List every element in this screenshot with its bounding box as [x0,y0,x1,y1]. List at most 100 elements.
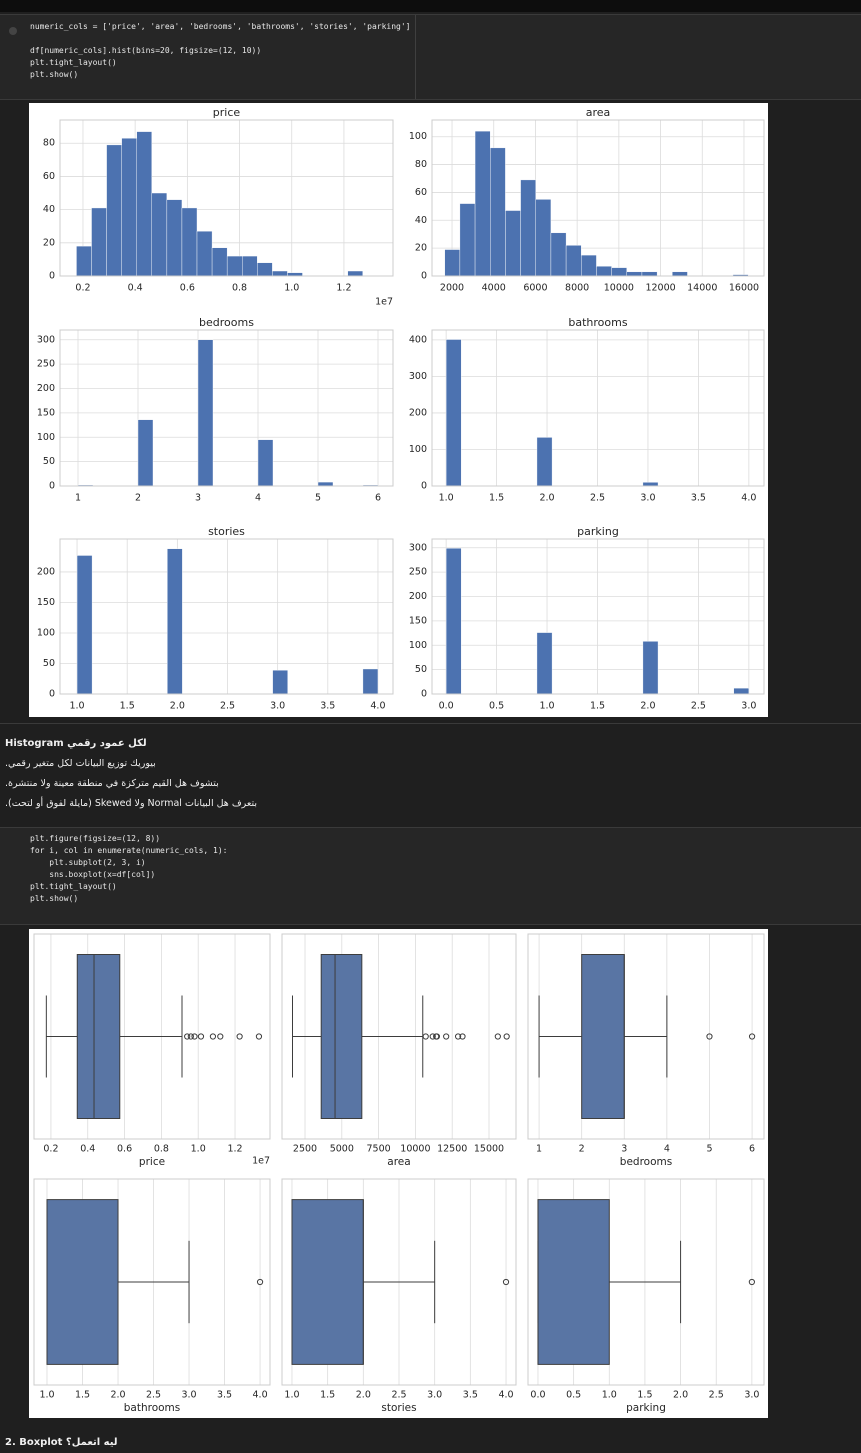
x-tick-label: 1.0 [439,493,454,504]
code-line: for i, col in enumerate(numeric_cols, 1)… [30,846,228,855]
bar [581,254,597,277]
x-tick-label: 12000 [645,283,675,294]
x-axis-label: stories [381,1402,416,1414]
x-tick-label: 1 [536,1144,542,1155]
x-tick-label: 0.4 [128,283,143,294]
subplot-title: area [586,106,611,119]
x-tick-label: 2.5 [709,1390,724,1401]
x-tick-label: 1.0 [191,1144,206,1155]
y-tick-label: 40 [43,204,55,215]
axes-frame [431,538,765,695]
x-tick-label: 0.2 [43,1144,58,1155]
outlier [494,1033,501,1040]
x-tick-label: 2.0 [673,1390,688,1401]
axes-frame [281,933,517,1140]
y-tick-label: 100 [409,131,427,142]
x-tick-label: 3.5 [463,1390,478,1401]
y-tick-label: 150 [37,407,55,418]
outlier [184,1033,191,1040]
code-line: sns.boxplot(x=df[col]) [30,870,156,879]
y-tick-label: 100 [37,627,55,638]
code-line: df[numeric_cols].hist(bins=20, figsize=(… [30,46,262,55]
plot-area [432,539,764,694]
subplot-title: parking [577,525,619,538]
bar [445,548,462,695]
x-tick-label: 3.0 [640,493,655,504]
y-tick-label: 0 [421,689,427,700]
bar [444,249,461,277]
bar [76,555,93,695]
outlier [748,1278,755,1286]
box [291,1199,364,1365]
y-tick-label: 50 [415,664,427,675]
x-tick-label: 0.2 [75,283,90,294]
y-tick-label: 60 [415,187,427,198]
outlier [217,1033,224,1040]
x-tick-label: 6 [375,493,381,504]
code-line: plt.figure(figsize=(12, 8)) [30,834,161,843]
y-tick-label: 100 [409,444,427,455]
code-cell[interactable]: plt.figure(figsize=(12, 8)) for i, col in… [0,827,861,925]
bar [181,207,198,277]
outlier [197,1033,205,1040]
x-tick-label: 6 [749,1144,755,1155]
plot-area [432,330,764,486]
code-cell[interactable]: numeric_cols = ['price', 'area', 'bedroo… [0,14,861,100]
y-tick-label: 400 [409,334,427,345]
bar [596,266,612,277]
outlier [236,1033,243,1040]
y-tick-label: 50 [43,658,55,669]
markdown-line: بيوريك توزيع البيانات لكل متغير رقمي. [5,758,156,769]
y-tick-label: 300 [409,371,427,382]
x-tick-label: 3.5 [320,701,335,712]
bar [151,192,168,277]
x-tick-label: 15000 [474,1144,504,1155]
bar [611,267,627,277]
bar [121,138,137,277]
x-tick-label: 5 [315,493,321,504]
code: numeric_cols = ['price', 'area', 'bedroo… [30,21,411,81]
y-tick-label: 100 [37,432,55,443]
bar [445,339,462,487]
x-tick-label: 4000 [482,283,506,294]
run-icon[interactable] [9,27,17,35]
bar [459,203,476,277]
x-axis-label: parking [626,1402,666,1414]
box [46,1199,119,1365]
x-tick-label: 8000 [565,283,589,294]
y-tick-label: 150 [37,597,55,608]
axes-frame [59,329,394,487]
bar [520,179,536,277]
outlier [503,1033,510,1040]
x-tick-label: 2.5 [590,493,605,504]
y-tick-label: 200 [409,591,427,602]
outlier [454,1033,462,1040]
axes-frame [59,538,394,695]
x-tick-label: 2.5 [220,701,235,712]
code: plt.figure(figsize=(12, 8)) for i, col in… [30,833,227,905]
x-tick-label: 0.4 [80,1144,95,1155]
outlier [748,1033,756,1040]
y-tick-label: 0 [49,271,55,282]
markdown-line: بتعرف هل البيانات Normal ولا Skewed (ماي… [5,798,258,809]
axes-frame [431,329,765,487]
bar [642,482,659,487]
x-tick-label: 0.8 [232,283,247,294]
x-tick-label: 3.5 [691,493,706,504]
x-tick-label: 1 [75,493,81,504]
x-tick-label: 3 [621,1144,627,1155]
bar [167,548,183,695]
x-tick-label: 2500 [293,1144,317,1155]
x-tick-label: 1.5 [120,701,135,712]
x-tick-label: 2.0 [110,1390,125,1401]
bar [226,255,243,277]
bar [642,641,659,695]
box [76,954,121,1119]
x-tick-label: 0.5 [566,1390,581,1401]
bar [347,270,363,277]
plot-area [60,330,393,486]
axes-frame [527,1178,765,1386]
x-tick-label: 10000 [400,1144,430,1155]
y-tick-label: 0 [49,481,55,492]
